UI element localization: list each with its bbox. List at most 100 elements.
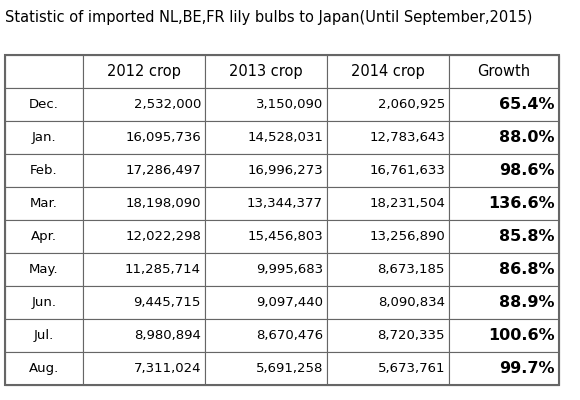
Text: 2,060,925: 2,060,925	[378, 98, 445, 111]
Bar	[205, 319, 327, 352]
Text: 11,285,714: 11,285,714	[125, 263, 201, 276]
Text: Mar.: Mar.	[30, 197, 58, 210]
Text: Jan.: Jan.	[32, 131, 56, 144]
Text: 12,783,643: 12,783,643	[369, 131, 445, 144]
Text: Jun.: Jun.	[31, 296, 56, 309]
Text: 13,256,890: 13,256,890	[369, 230, 445, 243]
Bar	[449, 352, 559, 385]
Text: 2013 crop: 2013 crop	[229, 64, 303, 79]
Text: 9,995,683: 9,995,683	[256, 263, 323, 276]
Bar	[205, 154, 327, 187]
Bar	[205, 88, 327, 121]
Text: 8,670,476: 8,670,476	[256, 329, 323, 342]
Text: 8,980,894: 8,980,894	[134, 329, 201, 342]
Bar	[5, 55, 559, 385]
Bar	[83, 55, 205, 88]
Bar	[327, 220, 449, 253]
Bar	[449, 220, 559, 253]
Text: 5,673,761: 5,673,761	[378, 362, 445, 375]
Bar	[83, 253, 205, 286]
Bar	[5, 121, 83, 154]
Bar	[5, 352, 83, 385]
Bar	[205, 286, 327, 319]
Bar	[327, 253, 449, 286]
Text: 9,445,715: 9,445,715	[133, 296, 201, 309]
Bar	[5, 55, 83, 88]
Text: 8,673,185: 8,673,185	[378, 263, 445, 276]
Text: 86.8%: 86.8%	[499, 262, 555, 277]
Bar	[5, 319, 83, 352]
Text: 88.9%: 88.9%	[499, 295, 555, 310]
Bar	[5, 88, 83, 121]
Bar	[327, 187, 449, 220]
Bar	[327, 121, 449, 154]
Text: Growth: Growth	[477, 64, 531, 79]
Text: 9,097,440: 9,097,440	[256, 296, 323, 309]
Text: 65.4%: 65.4%	[499, 97, 555, 112]
Bar	[83, 88, 205, 121]
Text: 2014 crop: 2014 crop	[351, 64, 425, 79]
Bar	[205, 352, 327, 385]
Text: 2012 crop: 2012 crop	[107, 64, 181, 79]
Text: 18,198,090: 18,198,090	[125, 197, 201, 210]
Bar	[449, 88, 559, 121]
Bar	[205, 121, 327, 154]
Bar	[5, 187, 83, 220]
Bar	[205, 187, 327, 220]
Text: Aug.: Aug.	[29, 362, 59, 375]
Bar	[83, 286, 205, 319]
Text: 16,996,273: 16,996,273	[247, 164, 323, 177]
Bar	[449, 154, 559, 187]
Text: 5,691,258: 5,691,258	[256, 362, 323, 375]
Text: 85.8%: 85.8%	[499, 229, 555, 244]
Text: 136.6%: 136.6%	[488, 196, 555, 211]
Text: Statistic of imported NL,BE,FR lily bulbs to Japan(Until September,2015): Statistic of imported NL,BE,FR lily bulb…	[5, 10, 532, 25]
Bar	[83, 319, 205, 352]
Text: Apr.: Apr.	[31, 230, 57, 243]
Text: 18,231,504: 18,231,504	[369, 197, 445, 210]
Text: 12,022,298: 12,022,298	[125, 230, 201, 243]
Text: 14,528,031: 14,528,031	[247, 131, 323, 144]
Text: 17,286,497: 17,286,497	[125, 164, 201, 177]
Bar	[327, 319, 449, 352]
Bar	[83, 121, 205, 154]
Text: 3,150,090: 3,150,090	[256, 98, 323, 111]
Bar	[327, 88, 449, 121]
Bar	[5, 253, 83, 286]
Bar	[327, 352, 449, 385]
Text: 15,456,803: 15,456,803	[247, 230, 323, 243]
Text: Dec.: Dec.	[29, 98, 59, 111]
Bar	[83, 154, 205, 187]
Bar	[83, 352, 205, 385]
Bar	[205, 220, 327, 253]
Text: 16,761,633: 16,761,633	[369, 164, 445, 177]
Bar	[327, 286, 449, 319]
Bar	[449, 319, 559, 352]
Bar	[327, 55, 449, 88]
Text: 7,311,024: 7,311,024	[133, 362, 201, 375]
Bar	[5, 286, 83, 319]
Text: 98.6%: 98.6%	[499, 163, 555, 178]
Text: Feb.: Feb.	[30, 164, 58, 177]
Bar	[5, 154, 83, 187]
Bar	[449, 253, 559, 286]
Bar	[5, 220, 83, 253]
Bar	[449, 286, 559, 319]
Bar	[205, 55, 327, 88]
Text: 99.7%: 99.7%	[499, 361, 555, 376]
Bar	[449, 187, 559, 220]
Text: 88.0%: 88.0%	[499, 130, 555, 145]
Text: 13,344,377: 13,344,377	[247, 197, 323, 210]
Bar	[449, 121, 559, 154]
Text: 2,532,000: 2,532,000	[133, 98, 201, 111]
Bar	[449, 55, 559, 88]
Text: 8,090,834: 8,090,834	[378, 296, 445, 309]
Text: 8,720,335: 8,720,335	[378, 329, 445, 342]
Bar	[83, 220, 205, 253]
Bar	[327, 154, 449, 187]
Text: May.: May.	[29, 263, 59, 276]
Bar	[83, 187, 205, 220]
Text: 16,095,736: 16,095,736	[125, 131, 201, 144]
Text: 100.6%: 100.6%	[488, 328, 555, 343]
Bar	[205, 253, 327, 286]
